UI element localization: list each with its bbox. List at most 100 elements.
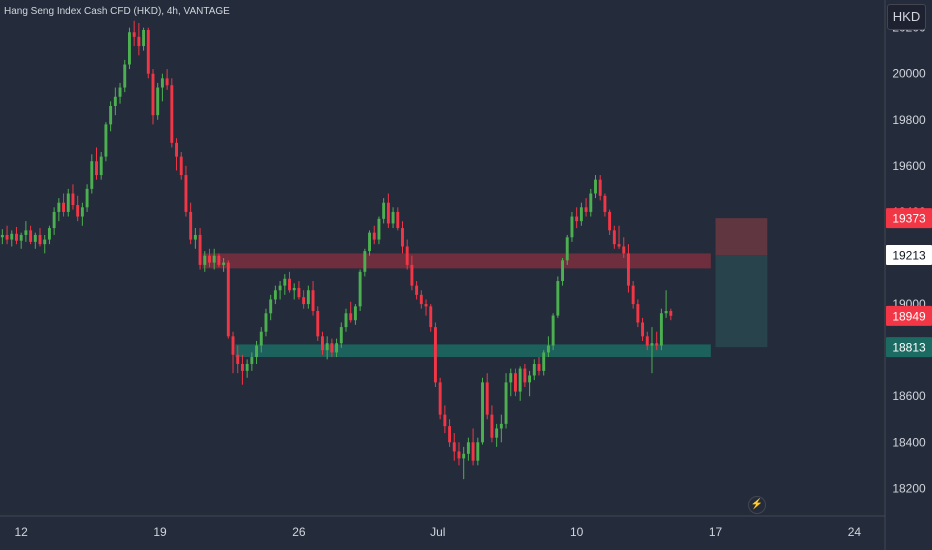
candle-body — [118, 87, 122, 97]
candle-body — [349, 313, 353, 321]
candle-body — [382, 202, 386, 219]
candle-body — [302, 297, 306, 305]
candle-body — [377, 218, 381, 240]
candle-body — [626, 253, 630, 286]
candle-body — [156, 87, 160, 116]
candle-body — [0, 234, 4, 238]
candle-body — [363, 251, 367, 272]
candle-body — [66, 193, 70, 212]
x-tick-label: 10 — [570, 525, 584, 539]
candle-body — [523, 368, 527, 383]
candle-body — [485, 382, 489, 415]
candle-body — [203, 255, 207, 265]
candle-body — [123, 64, 127, 88]
candle-body — [109, 105, 113, 125]
candle-body — [622, 246, 626, 254]
candle-body — [669, 310, 673, 316]
candle-body — [372, 232, 376, 240]
candle-body — [231, 336, 235, 355]
candle-body — [589, 193, 593, 212]
candle-body — [104, 124, 108, 157]
chart-title: Hang Seng Index Cash CFD (HKD), 4h, VANT… — [4, 6, 230, 17]
candle-body — [556, 281, 560, 316]
candle-body — [160, 78, 164, 88]
candle-body — [179, 156, 183, 176]
candle-body — [311, 290, 315, 311]
candle-body — [38, 234, 42, 245]
candle-body — [132, 32, 136, 37]
candle-body — [113, 96, 117, 106]
candle-body — [598, 179, 602, 196]
zones-layer — [202, 218, 768, 358]
candle-body — [29, 230, 33, 242]
time-axis: 12 19 26 Jul 10 17 24 — [15, 525, 862, 539]
candle-body — [269, 299, 273, 314]
candle-body — [499, 423, 503, 429]
candle-body — [15, 233, 18, 241]
candle-body — [424, 304, 428, 307]
y-tick-label: 19600 — [892, 159, 926, 173]
candle-body — [259, 331, 263, 346]
candle-body — [594, 179, 597, 194]
y-tick-label: 20000 — [892, 67, 926, 81]
candle-body — [71, 193, 75, 206]
demand-zone — [235, 344, 711, 358]
candle-body — [208, 255, 211, 263]
candle-body — [10, 233, 14, 240]
candle-body — [5, 234, 9, 240]
y-tick-label: 18400 — [892, 435, 926, 449]
candle-body — [603, 195, 607, 212]
x-tick-label: 19 — [153, 525, 167, 539]
candle-body — [504, 382, 508, 424]
candle-body — [401, 228, 404, 247]
candle-body — [212, 255, 216, 263]
price-label: 19373 — [892, 212, 926, 226]
candle-body — [19, 234, 23, 241]
candle-body — [137, 36, 141, 47]
candle-body — [476, 442, 480, 461]
candle-body — [47, 228, 51, 240]
y-tick-label: 18600 — [892, 389, 926, 403]
candle-body — [127, 32, 131, 65]
candle-body — [415, 285, 419, 295]
candle-body — [339, 327, 343, 344]
candle-body — [645, 336, 649, 346]
candle-body — [52, 211, 56, 229]
candle-body — [292, 287, 296, 291]
supply-zone — [202, 253, 711, 269]
candle-body — [240, 363, 244, 371]
candles-layer — [0, 20, 673, 480]
candle-body — [236, 354, 240, 364]
candle-body — [85, 188, 89, 208]
candle-body — [264, 313, 268, 332]
candle-body — [391, 211, 395, 224]
candle-body — [226, 262, 230, 337]
lightning-bolt-icon[interactable]: ⚡ — [748, 496, 766, 514]
candle-body — [528, 375, 532, 383]
candle-body — [255, 345, 259, 358]
candle-body — [433, 327, 437, 383]
price-labels: 19373 19213 18949 18813 — [886, 208, 932, 358]
candle-body — [99, 156, 103, 176]
candle-body — [514, 373, 517, 392]
candle-body — [283, 278, 287, 286]
price-label-bg — [886, 337, 932, 358]
candle-body — [344, 313, 348, 328]
candle-body — [321, 336, 324, 351]
candle-body — [490, 414, 494, 438]
candle-body — [170, 85, 174, 143]
y-tick-label: 19800 — [892, 113, 926, 127]
candle-body — [617, 244, 621, 247]
currency-button[interactable]: HKD — [887, 4, 926, 30]
candle-body — [448, 426, 452, 443]
candle-body — [198, 234, 202, 265]
candle-body — [659, 313, 663, 346]
price-label: 18813 — [892, 341, 926, 355]
candle-body — [405, 246, 409, 265]
candle-body — [443, 414, 447, 427]
candle-body — [62, 202, 66, 212]
candle-body — [532, 363, 536, 376]
candle-body — [650, 343, 654, 346]
candle-body — [33, 234, 37, 242]
